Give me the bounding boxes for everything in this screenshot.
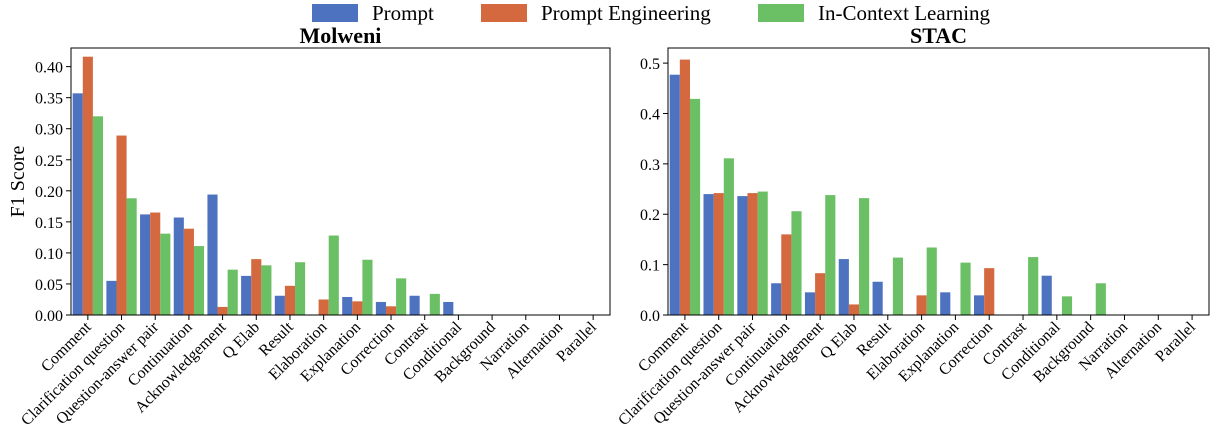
- y-tick-label-molweni: 0.15: [35, 215, 63, 232]
- bar-stac-prompt-9: [974, 295, 985, 315]
- y-tick-label-molweni: 0.00: [35, 308, 63, 325]
- y-tick-label-stac: 0.1: [640, 258, 660, 275]
- bar-stac-prompt-engineering-1: [713, 193, 724, 315]
- legend-label-prompt: Prompt: [372, 1, 434, 25]
- bar-molweni-prompt-engineering-9: [385, 306, 397, 315]
- bar-stac-prompt-4: [804, 292, 816, 315]
- chart-panel-stac: STAC0.00.10.20.30.40.5CommentClarificati…: [615, 23, 1210, 429]
- bar-molweni-icl-9: [396, 278, 407, 315]
- bar-molweni-icl-3: [193, 246, 205, 315]
- bar-molweni-prompt-4: [207, 194, 218, 315]
- bar-molweni-prompt-2: [140, 214, 151, 315]
- chart-title-stac: STAC: [910, 23, 967, 48]
- bar-stac-prompt-engineering-5: [848, 304, 860, 315]
- bar-molweni-prompt-9: [375, 301, 386, 315]
- chart-title-molweni: Molweni: [300, 23, 382, 48]
- bar-molweni-icl-4: [227, 269, 238, 315]
- bar-molweni-prompt-engineering-2: [150, 212, 161, 315]
- bar-molweni-icl-7: [328, 235, 339, 315]
- bar-molweni-prompt-11: [443, 301, 454, 315]
- bar-molweni-icl-5: [261, 265, 272, 315]
- bar-molweni-icl-6: [295, 262, 306, 315]
- bar-stac-prompt-6: [872, 281, 883, 315]
- bar-stac-prompt-engineering-7: [916, 295, 927, 315]
- legend-swatch-prompt: [312, 4, 358, 22]
- bar-stac-icl-11: [1061, 296, 1073, 315]
- bar-molweni-prompt-6: [274, 295, 285, 315]
- bar-stac-icl-5: [859, 198, 870, 315]
- bar-molweni-prompt-5: [241, 275, 252, 315]
- bar-molweni-icl-0: [92, 116, 104, 315]
- y-tick-label-stac: 0.4: [640, 106, 660, 123]
- bar-stac-prompt-5: [838, 259, 849, 315]
- bar-molweni-prompt-1: [106, 280, 117, 315]
- legend-label-icl: In-Context Learning: [818, 1, 991, 25]
- y-tick-label-stac: 0.2: [640, 207, 660, 224]
- y-axis-title: F1 Score: [7, 146, 29, 218]
- bar-stac-prompt-3: [771, 283, 782, 315]
- bar-molweni-icl-8: [362, 259, 373, 315]
- bar-molweni-prompt-engineering-7: [318, 299, 329, 315]
- bar-stac-icl-1: [723, 158, 734, 315]
- bar-molweni-prompt-engineering-4: [217, 306, 228, 315]
- y-tick-label-molweni: 0.40: [35, 60, 63, 77]
- bar-stac-prompt-engineering-2: [747, 193, 758, 315]
- bar-molweni-prompt-engineering-0: [82, 56, 93, 315]
- legend: Prompt Prompt Engineering In-Context Lea…: [312, 1, 991, 25]
- bar-stac-prompt-engineering-4: [815, 273, 826, 315]
- bar-molweni-prompt-0: [72, 93, 83, 315]
- y-tick-label-stac: 0.0: [640, 308, 660, 325]
- bar-stac-prompt-0: [669, 74, 680, 315]
- bar-molweni-icl-10: [429, 293, 440, 315]
- bar-molweni-prompt-engineering-5: [251, 259, 262, 315]
- y-tick-label-molweni: 0.25: [35, 153, 63, 170]
- bar-stac-icl-6: [892, 257, 903, 315]
- bar-stac-icl-8: [960, 262, 971, 315]
- chart-panel-molweni: Molweni F1 Score 0.00 0.05 0.10 0.15 0.20 0.25 0…: [7, 23, 611, 429]
- bar-molweni-icl-2: [160, 233, 171, 315]
- x-tick-label-stac: Q Elab: [817, 319, 861, 363]
- bar-molweni-prompt-10: [409, 295, 420, 315]
- y-tick-label-molweni: 0.05: [35, 277, 63, 294]
- bar-molweni-prompt-8: [342, 296, 353, 315]
- y-tick-label-stac: 0.3: [640, 157, 660, 174]
- bar-stac-icl-7: [926, 247, 937, 315]
- bar-stac-icl-0: [689, 98, 701, 315]
- bar-stac-icl-12: [1095, 283, 1106, 315]
- bar-molweni-icl-1: [126, 198, 137, 315]
- bar-stac-prompt-engineering-9: [984, 268, 995, 315]
- bar-stac-prompt-8: [940, 292, 951, 315]
- bar-stac-prompt-engineering-3: [781, 234, 792, 315]
- plot-frame-stac: [667, 47, 1210, 316]
- bar-stac-prompt-2: [737, 196, 748, 315]
- y-tick-label-molweni: 0.35: [35, 91, 63, 108]
- bar-stac-icl-2: [757, 191, 768, 315]
- bar-molweni-prompt-engineering-6: [284, 285, 296, 315]
- x-tick-label-molweni: Q Elab: [219, 319, 263, 363]
- y-tick-label-stac: 0.5: [640, 56, 660, 73]
- bar-stac-icl-3: [791, 211, 802, 315]
- bar-stac-prompt-engineering-0: [679, 59, 690, 315]
- y-tick-label-molweni: 0.10: [35, 246, 63, 263]
- plot-frame-molweni: [70, 47, 611, 316]
- bar-stac-icl-10: [1028, 257, 1039, 315]
- bar-stac-prompt-11: [1041, 275, 1052, 315]
- legend-swatch-prompt-engineering: [481, 4, 527, 22]
- bar-molweni-prompt-3: [173, 217, 184, 315]
- bar-stac-prompt-1: [703, 194, 714, 315]
- legend-swatch-icl: [758, 4, 804, 22]
- legend-label-prompt-engineering: Prompt Engineering: [541, 1, 711, 25]
- y-tick-label-molweni: 0.30: [35, 122, 63, 139]
- bar-molweni-prompt-engineering-3: [183, 228, 194, 315]
- bar-molweni-prompt-engineering-1: [116, 135, 127, 315]
- bar-molweni-prompt-engineering-8: [352, 301, 363, 315]
- bar-stac-icl-4: [825, 195, 836, 315]
- y-tick-label-molweni: 0.20: [35, 184, 63, 201]
